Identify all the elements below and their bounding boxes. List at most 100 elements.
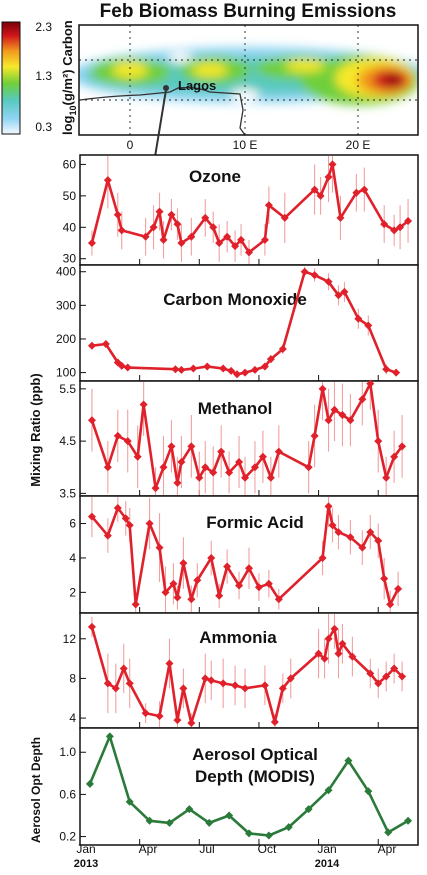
panel-4-point-24	[334, 649, 343, 658]
panel-5-point-16	[404, 816, 413, 825]
panel-0-point-5	[149, 223, 158, 232]
panel-0-point-22	[310, 185, 319, 194]
panel-3-point-6	[145, 519, 154, 528]
panel-4-point-8	[173, 716, 182, 725]
x-tick-jan-2013: Jan	[76, 842, 95, 856]
panel-3-point-9	[169, 579, 178, 588]
panel-1-point-25	[392, 368, 401, 377]
panel-3-point-30	[380, 574, 389, 583]
ylabel-mixing-ratio: Mixing Ratio (ppb)	[28, 373, 43, 486]
x-tick-apr-2013: Apr	[139, 842, 158, 856]
panel-2-point-30	[358, 395, 367, 404]
panel-0-point-29	[380, 220, 389, 229]
x-tick-oct-2013: Oct	[258, 842, 277, 856]
colorbar-label: log10(g/m²) Carbon	[60, 20, 78, 135]
panel-4-point-5	[141, 709, 150, 718]
panel-0-point-7	[159, 235, 168, 244]
panel-3-point-22	[318, 553, 327, 562]
panel-4-point-26	[348, 652, 357, 661]
panel-1-point-11	[233, 370, 242, 379]
panel-3-point-25	[334, 528, 343, 537]
panel-3-point-21	[274, 595, 283, 604]
panel-2-point-5	[139, 400, 148, 409]
panel-3-point-31	[386, 600, 395, 609]
panel-3-point-15	[215, 591, 224, 600]
panel-0-point-24	[324, 173, 333, 181]
panel-0-point-18	[245, 248, 253, 257]
panel-0-point-2	[113, 210, 122, 219]
x-year-2014: 2014	[315, 858, 340, 870]
panel-1-point-8	[203, 362, 212, 371]
panel-0-point-6	[155, 207, 164, 216]
panel-1-point-0	[87, 341, 96, 350]
panel-0-point-0	[87, 239, 96, 247]
panel-0-ytick-label-3: 60	[63, 157, 77, 171]
panel-2-ytick-label-0: 3.5	[59, 486, 76, 500]
panel-2-point-13	[201, 463, 210, 472]
panel-2-ytick-label-1: 4.5	[59, 434, 76, 448]
panel-5-point-4	[165, 818, 174, 827]
panel-4-point-31	[398, 672, 407, 681]
panel-4-point-27	[366, 669, 375, 678]
panel-3-point-19	[254, 583, 263, 592]
panel-2-point-19	[250, 463, 259, 472]
panel-2-point-11	[187, 442, 196, 451]
panel-1-point-7	[189, 364, 198, 373]
panel-4-point-9	[179, 684, 188, 693]
colorbar	[1, 21, 21, 135]
x-axis: Jan Apr Jul Oct Jan Apr 2013 2014	[74, 842, 397, 870]
panel-0-point-10	[177, 239, 186, 247]
panel-0-point-23	[316, 191, 325, 200]
panel-2-ytick-label-2: 5.5	[59, 382, 76, 396]
colorbar-label-rest: (g/m²) Carbon	[60, 20, 75, 105]
panel-5-point-13	[344, 756, 353, 765]
panel-4-point-23	[330, 624, 339, 633]
panel-0-point-32	[404, 217, 413, 225]
panel-4-point-4	[125, 679, 134, 688]
panel-3-point-10	[173, 593, 182, 602]
panel-3-point-11	[179, 559, 188, 568]
panel-2-point-21	[266, 473, 275, 482]
panel-0-point-8	[167, 210, 176, 219]
panel-0-point-28	[360, 185, 369, 194]
panel-2-point-24	[310, 431, 319, 440]
time-series-panels: 30 40 50 60 Ozone 100 200 300 400 Carbon Monoxide…	[56, 154, 419, 846]
colorbar-tick-top: 2.3	[35, 20, 52, 34]
panel-title-3: Formic Acid	[206, 513, 304, 532]
panel-4-point-19	[286, 674, 295, 683]
panel-1-ytick-label-3: 400	[56, 265, 76, 279]
panel-1-point-19	[324, 277, 333, 286]
panel-4-point-22	[324, 634, 333, 643]
x-tick-jan-2014: Jan	[317, 842, 336, 856]
map-frame	[78, 24, 419, 136]
panel-1-point-12	[241, 368, 250, 377]
panel-0-point-15	[223, 232, 232, 241]
panel-5-point-12	[324, 786, 333, 795]
panel-0-point-13	[209, 223, 218, 232]
panel-title-line2-5: Depth (MODIS)	[195, 767, 315, 786]
panel-3-point-28	[366, 528, 375, 537]
panel-0-ytick-label-2: 50	[63, 189, 77, 203]
panel-0-point-20	[264, 201, 273, 210]
panel-4-point-2	[111, 684, 120, 693]
panel-1-point-10	[227, 366, 236, 375]
panel-1-point-6	[177, 365, 186, 374]
panel-4-point-1	[103, 679, 112, 688]
panel-0-point-1	[103, 176, 112, 185]
panel-title-2: Methanol	[198, 399, 273, 418]
panel-1-point-17	[300, 267, 309, 276]
panel-3-point-20	[264, 579, 273, 588]
panel-4-point-30	[390, 664, 399, 673]
panel-1-point-5	[171, 365, 180, 374]
city-label: Lagos	[178, 78, 216, 93]
panel-3-point-13	[193, 576, 202, 585]
panel-frame-4	[79, 612, 419, 729]
panel-1-point-13	[250, 365, 259, 374]
panel-2-point-22	[274, 447, 283, 456]
panel-3-point-8	[161, 588, 170, 597]
panel-3-point-18	[245, 564, 253, 573]
panel-1-point-24	[382, 365, 391, 374]
panel-2-point-12	[195, 473, 204, 482]
panel-3-point-0	[87, 512, 96, 521]
panel-5-ytick-label-2: 1.0	[59, 745, 76, 759]
